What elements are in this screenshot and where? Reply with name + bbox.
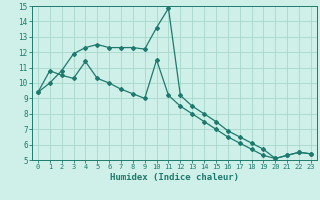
X-axis label: Humidex (Indice chaleur): Humidex (Indice chaleur): [110, 173, 239, 182]
